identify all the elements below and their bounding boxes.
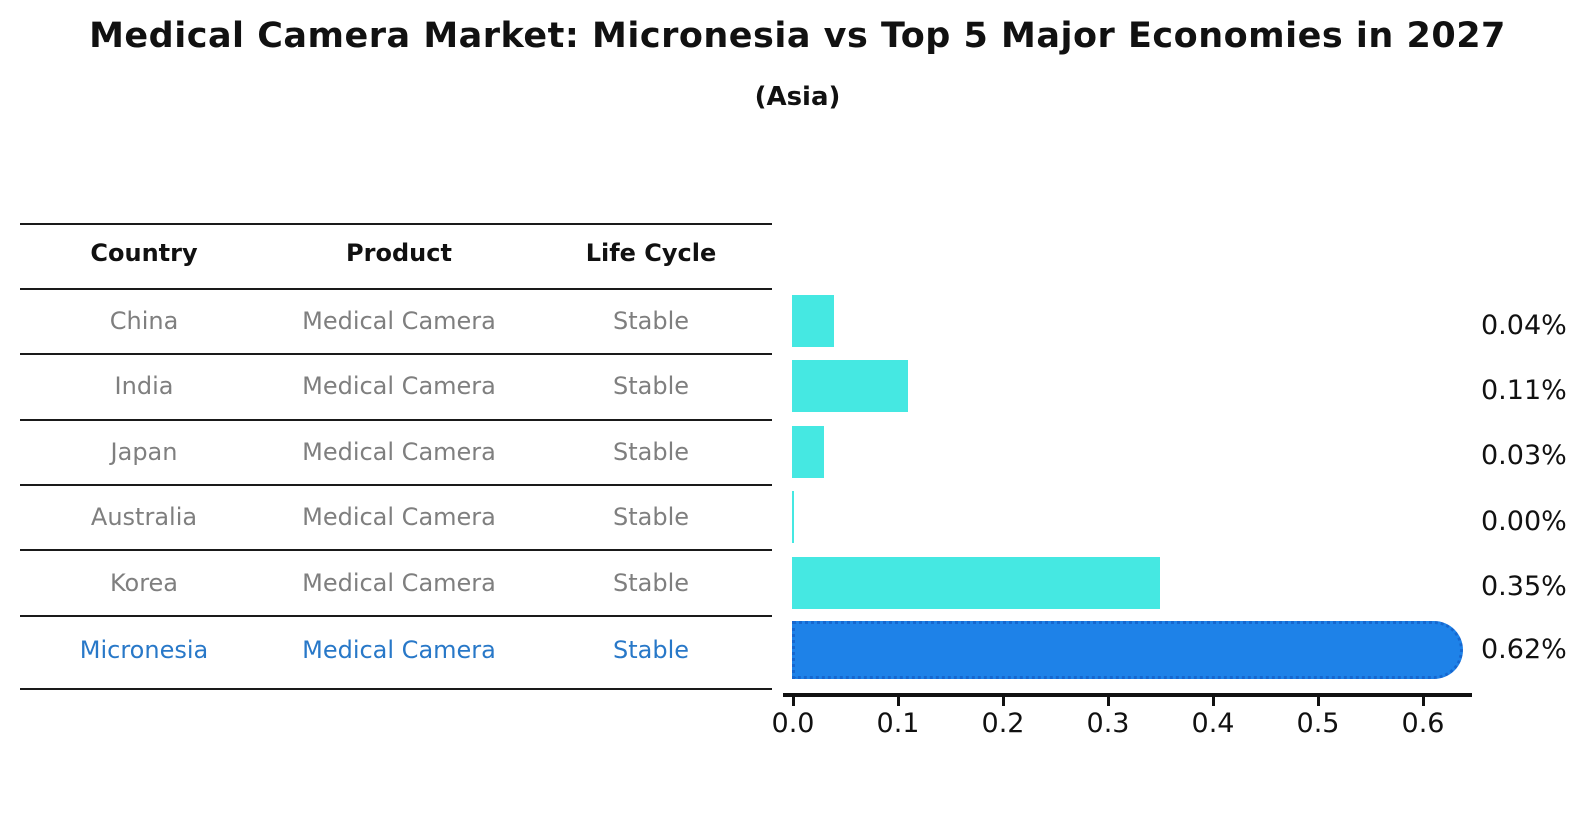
table-row-micronesia: Micronesia Medical Camera Stable <box>20 632 772 668</box>
column-header-product: Product <box>346 239 452 267</box>
value-label-china: 0.04% <box>1481 310 1567 341</box>
bar-micronesia <box>792 621 1463 679</box>
table-divider <box>20 484 772 486</box>
x-axis-line <box>783 693 1472 697</box>
country-cell: Korea <box>109 569 179 597</box>
table-divider <box>20 353 772 355</box>
x-axis-tick <box>1212 697 1215 706</box>
x-axis-tick <box>1002 697 1005 706</box>
x-axis-tick-label: 0.4 <box>1191 708 1235 739</box>
table-divider <box>20 688 772 690</box>
value-label-korea: 0.35% <box>1481 571 1567 602</box>
country-cell: China <box>109 307 179 335</box>
table-divider <box>20 615 772 617</box>
product-cell: Medical Camera <box>302 372 496 400</box>
bar-australia <box>792 491 794 543</box>
value-label-india: 0.11% <box>1481 375 1567 406</box>
product-cell: Medical Camera <box>302 569 496 597</box>
product-cell: Medical Camera <box>302 503 496 531</box>
x-axis-tick <box>1107 697 1110 706</box>
product-cell: Medical Camera <box>302 636 496 664</box>
product-cell: Medical Camera <box>302 438 496 466</box>
value-label-australia: 0.00% <box>1481 506 1567 537</box>
table-row-japan: Japan Medical Camera Stable <box>20 434 772 470</box>
life-cycle-cell: Stable <box>612 307 690 335</box>
country-cell: Australia <box>90 503 198 531</box>
x-axis-tick-label: 0.6 <box>1401 708 1445 739</box>
table-header-row: Country Product Life Cycle <box>20 235 772 271</box>
product-cell: Medical Camera <box>302 307 496 335</box>
country-cell: India <box>114 372 174 400</box>
value-label-micronesia: 0.62% <box>1481 634 1567 665</box>
life-cycle-cell: Stable <box>612 438 690 466</box>
column-header-country: Country <box>90 239 198 267</box>
country-cell: Micronesia <box>79 636 209 664</box>
bar-japan <box>792 426 824 478</box>
life-cycle-cell: Stable <box>612 372 690 400</box>
table-row-china: China Medical Camera Stable <box>20 303 772 339</box>
table-row-korea: Korea Medical Camera Stable <box>20 565 772 601</box>
life-cycle-cell: Stable <box>612 503 690 531</box>
x-axis-tick <box>1317 697 1320 706</box>
life-cycle-cell: Stable <box>612 569 690 597</box>
x-axis-tick <box>1422 697 1425 706</box>
x-axis-tick-label: 0.0 <box>771 708 815 739</box>
life-cycle-cell: Stable <box>612 636 690 664</box>
table-divider <box>20 223 772 225</box>
x-axis-tick-label: 0.2 <box>981 708 1025 739</box>
x-axis-tick-label: 0.1 <box>876 708 920 739</box>
x-axis-tick <box>897 697 900 706</box>
x-axis-tick <box>792 697 795 706</box>
chart-subtitle: (Asia) <box>754 82 841 112</box>
bar-korea <box>792 557 1160 609</box>
x-axis-tick-label: 0.3 <box>1086 708 1130 739</box>
bar-india <box>792 360 908 412</box>
value-label-japan: 0.03% <box>1481 440 1567 471</box>
table-row-australia: Australia Medical Camera Stable <box>20 499 772 535</box>
table-divider <box>20 288 772 290</box>
bar-china <box>792 295 834 347</box>
table-divider <box>20 549 772 551</box>
table-row-india: India Medical Camera Stable <box>20 368 772 404</box>
column-header-life-cycle: Life Cycle <box>585 239 717 267</box>
country-cell: Japan <box>110 438 178 466</box>
chart-title: Medical Camera Market: Micronesia vs Top… <box>89 16 1506 56</box>
table-divider <box>20 419 772 421</box>
x-axis-tick-label: 0.5 <box>1296 708 1340 739</box>
